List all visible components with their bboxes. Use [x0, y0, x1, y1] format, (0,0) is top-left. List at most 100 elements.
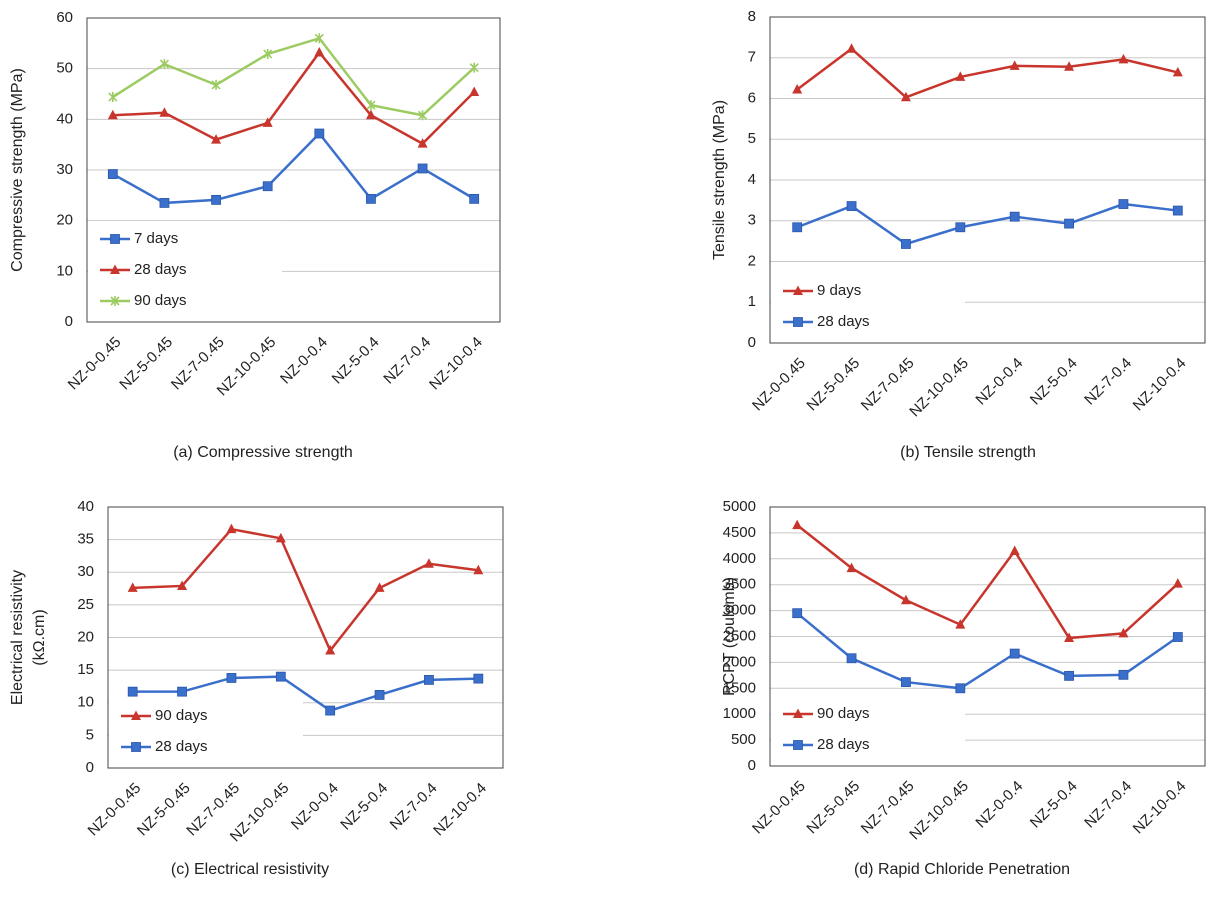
marker-triangle: [900, 91, 911, 102]
subplot: 0 500 1000 1500 2000 2500 3000 3500 4000 4500 5000…: [721, 498, 1206, 878]
marker-triangle: [374, 582, 385, 592]
marker-square: [262, 181, 273, 192]
x-tick-label: NZ-5-0.45: [116, 334, 176, 394]
y-axis-label: Electrical resistivity: [9, 570, 26, 705]
y-tick-label: 4500: [723, 524, 756, 541]
y-tick-label: 2: [748, 252, 756, 269]
x-tick-label: NZ-0-0.45: [749, 355, 809, 415]
caption: (c) Electrical resistivity: [171, 861, 329, 878]
y-tick-label: 50: [56, 60, 73, 77]
legend-label: 28 days: [155, 738, 208, 755]
y-tick-label: 20: [77, 628, 94, 645]
y-tick-label: 0: [86, 759, 94, 776]
marker-triangle: [325, 645, 336, 655]
marker-triangle: [365, 109, 376, 120]
y-tick-label: 10: [77, 694, 94, 711]
y-tick-label: 15: [77, 661, 94, 678]
legend-marker: [793, 317, 803, 327]
marker-triangle: [127, 582, 138, 592]
series-line: [132, 527, 479, 653]
marker-square: [846, 201, 857, 211]
marker-triangle: [177, 580, 188, 590]
y-tick-label: 5000: [723, 498, 756, 515]
legend-label: 28 days: [817, 313, 870, 330]
y-tick-label: 20: [56, 212, 73, 229]
legend-box: [109, 698, 303, 766]
marker-square: [366, 193, 376, 204]
legend-marker: [110, 296, 120, 306]
y-tick-label: 2500: [723, 627, 756, 644]
caption: (d) Rapid Chloride Penetration: [854, 861, 1070, 878]
y-tick-label: 7: [748, 49, 756, 66]
y-tick-label: 2000: [723, 653, 756, 670]
marker-star: [366, 100, 376, 111]
y-tick-label: 8: [748, 8, 756, 25]
y-tick-label: 40: [56, 110, 73, 127]
subplot: 0510152025303540NZ-0-0.45NZ-5-0.45NZ-7-0…: [9, 498, 504, 878]
subplot: 0102030405060NZ-0-0.45NZ-5-0.45NZ-7-0.45…: [9, 9, 501, 461]
x-tick-label: NZ-5-0.45: [803, 355, 863, 415]
x-tick-label: NZ-5-0.45: [803, 778, 863, 838]
y-axis-label: Compressive strength (MPa): [9, 68, 26, 272]
subplot: 012345678NZ-0-0.45NZ-5-0.45NZ-7-0.45NZ-1…: [711, 8, 1206, 461]
y-tick-label: 30: [56, 161, 73, 178]
marker-square: [177, 686, 187, 697]
legend-marker: [793, 285, 803, 295]
marker-triangle: [1064, 61, 1075, 71]
x-tick-label: NZ-10-0.4: [1130, 355, 1190, 415]
marker-triangle: [846, 43, 857, 53]
x-tick-label: NZ-10-0.45: [906, 355, 972, 421]
marker-square: [1009, 648, 1020, 659]
marker-triangle: [955, 619, 966, 629]
y-tick-label: 3000: [723, 602, 756, 619]
marker-star: [263, 48, 273, 59]
marker-square: [211, 194, 221, 205]
marker-square: [469, 193, 480, 204]
legend-label: 28 days: [134, 261, 187, 278]
marker-square: [325, 705, 336, 716]
x-tick-label: NZ-0-0.4: [972, 778, 1026, 832]
x-tick-label: NZ-10-0.4: [430, 780, 490, 840]
legend-marker: [793, 740, 803, 750]
marker-triangle: [1064, 632, 1075, 643]
marker-square: [792, 608, 803, 619]
x-tick-label: NZ-0-0.4: [972, 355, 1026, 409]
marker-square: [226, 673, 237, 683]
y-tick-label: 0: [748, 757, 756, 774]
y-tick-label: 1000: [723, 705, 756, 722]
y-axis-label: RCPT (coulomb): [721, 577, 738, 696]
x-tick-label: NZ-5-0.4: [1027, 355, 1081, 409]
x-tick-label: NZ-5-0.4: [329, 334, 383, 388]
marker-triangle: [417, 138, 428, 148]
y-tick-label: 4000: [723, 550, 756, 567]
marker-square: [159, 198, 170, 208]
y-tick-label: 3500: [723, 576, 756, 593]
marker-square: [1064, 218, 1074, 229]
marker-square: [1172, 205, 1183, 216]
series-line: [112, 131, 475, 205]
marker-triangle: [1009, 545, 1020, 556]
marker-triangle: [846, 562, 857, 573]
marker-square: [901, 239, 911, 249]
caption: (a) Compressive strength: [173, 444, 353, 461]
marker-triangle: [275, 532, 286, 543]
x-tick-label: NZ-0-0.4: [288, 780, 342, 834]
marker-square: [374, 690, 385, 700]
caption: (b) Tensile strength: [900, 444, 1036, 461]
y-tick-label: 1: [748, 293, 756, 310]
marker-square: [1172, 632, 1183, 642]
marker-star: [108, 92, 118, 103]
marker-triangle: [1009, 60, 1020, 70]
marker-square: [1118, 199, 1129, 209]
legend-marker: [110, 264, 120, 274]
marker-triangle: [792, 84, 803, 94]
marker-square: [107, 169, 118, 179]
x-tick-label: NZ-5-0.45: [134, 780, 194, 840]
x-tick-label: NZ-7-0.4: [380, 334, 434, 388]
plot-frame: [769, 506, 1206, 767]
marker-star: [159, 59, 170, 70]
y-tick-label: 0: [65, 313, 73, 330]
marker-square: [955, 683, 966, 694]
marker-square: [1009, 211, 1020, 222]
legend-label: 28 days: [817, 736, 870, 753]
